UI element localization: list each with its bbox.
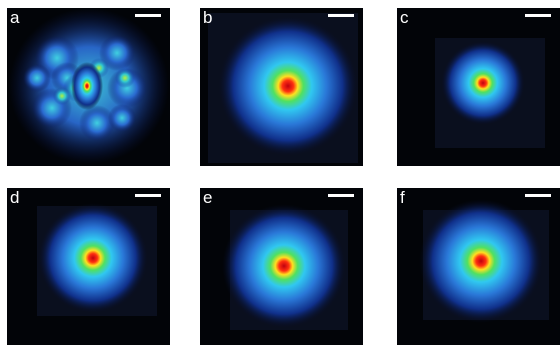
panel: f — [397, 188, 560, 345]
panel: e — [200, 188, 363, 345]
panel: d — [7, 188, 170, 345]
speckle — [23, 64, 51, 92]
speckle — [53, 87, 71, 105]
panel-label: f — [400, 188, 405, 207]
beam — [441, 41, 525, 125]
scale-bar — [328, 194, 354, 197]
beam — [218, 16, 358, 156]
beam — [419, 199, 543, 323]
speckle — [108, 104, 136, 132]
speckle — [99, 35, 135, 71]
panel: c — [397, 8, 560, 166]
beam — [38, 203, 148, 313]
scale-bar — [135, 194, 161, 197]
speckle — [115, 68, 135, 88]
speckle — [79, 105, 115, 141]
panel: a — [7, 8, 170, 166]
scale-bar — [525, 14, 551, 17]
panel: b — [200, 8, 363, 166]
panel-label: b — [203, 8, 212, 27]
scale-bar — [328, 14, 354, 17]
beam-peak — [71, 62, 103, 110]
panel-label: c — [400, 8, 409, 27]
panel-label: a — [10, 8, 20, 27]
beam — [222, 204, 346, 328]
scale-bar — [135, 14, 161, 17]
scale-bar — [525, 194, 551, 197]
panel-label: e — [203, 188, 212, 207]
panel-label: d — [10, 188, 19, 207]
